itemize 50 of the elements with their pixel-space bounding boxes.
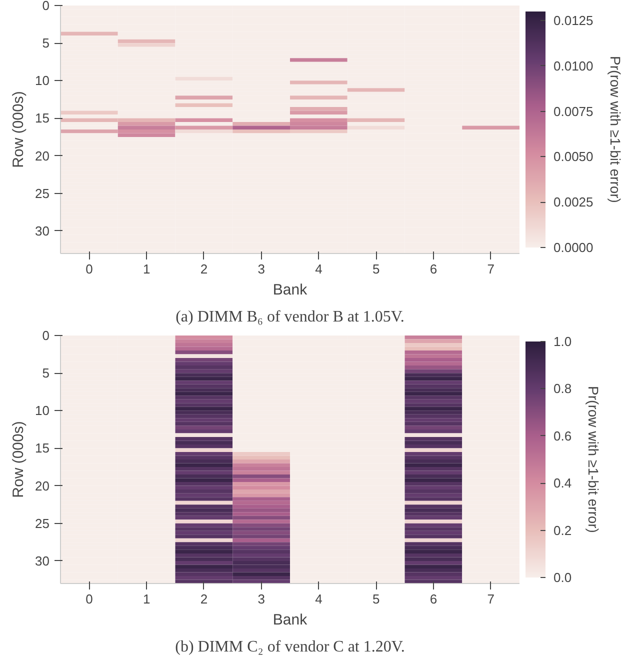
color-bar-label: 0.0100 [554,58,594,74]
color-bar-label: 0.6 [554,428,572,444]
color-bar-title: Pr(row with ≥1-bit error) [608,56,624,203]
x-tick-label: 0 [86,592,93,606]
y-tick-label: 5 [42,36,50,51]
color-bar-label: 0.0000 [554,240,594,255]
text: (a) DIMM B₆ of vendor B at 1.05V. [176,308,404,326]
y-tick-label: 10 [35,73,50,88]
y-tick-label: 20 [35,478,50,494]
x-tick-label: 3 [258,592,265,606]
y-tick-label: 5 [42,366,50,381]
x-tick-label: 0 [86,262,93,276]
x-tick-label: 7 [487,592,494,606]
color-bar-label: 0.2 [554,522,572,538]
y-tick-label: 15 [35,110,50,126]
y-tick-label: 30 [35,553,50,568]
text: (b) DIMM C₂ of vendor C at 1.20V. [175,638,405,656]
color-bar-label: 0.0075 [554,104,594,119]
y-axis-title: Row (000s) [10,421,28,498]
color-bar-title: Pr(row with ≥1-bit error) [586,386,602,533]
x-tick-label: 5 [372,262,380,276]
x-axis-title: Bank [272,282,308,298]
color-bar-label: 0.0050 [554,149,594,164]
y-tick-label: 0 [42,0,50,13]
x-tick-label: 4 [315,592,322,606]
color-bar-label: 0.0 [554,570,572,585]
x-tick-label: 4 [315,262,322,276]
x-tick-label: 3 [258,262,265,276]
y-tick-label: 25 [35,186,50,201]
color-bar-label: 0.8 [554,381,572,396]
y-tick-label: 15 [35,440,50,456]
color-bar-label: 1.0 [554,334,572,349]
color-bar-label: 0.0125 [554,13,594,28]
x-tick-label: 2 [200,592,208,606]
color-bar-label: 0.4 [554,476,572,491]
y-tick-label: 0 [42,328,50,343]
y-tick-label: 25 [35,516,50,531]
x-tick-label: 2 [200,262,208,276]
y-tick-label: 20 [35,148,50,164]
x-tick-label: 6 [430,592,438,606]
x-tick-label: 5 [372,592,380,606]
y-tick-label: 30 [35,223,50,238]
x-axis-title: Bank [272,612,308,628]
color-bar-label: 0.0025 [554,194,594,210]
x-tick-label: 1 [142,592,150,606]
y-tick-label: 10 [35,403,50,418]
x-tick-label: 6 [430,262,438,276]
y-axis-title: Row (000s) [10,91,28,168]
x-tick-label: 1 [142,262,150,276]
x-tick-label: 7 [487,262,494,276]
